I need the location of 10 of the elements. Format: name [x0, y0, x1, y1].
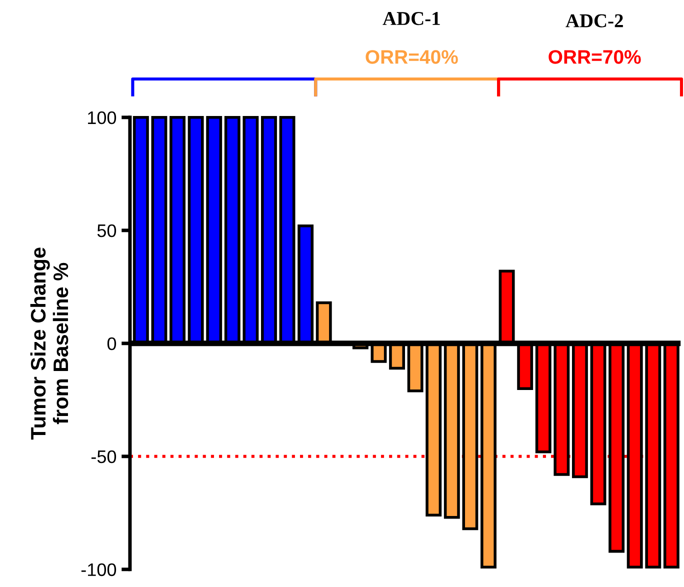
- text: ORR=40%: [366, 50, 458, 64]
- y-tick-label: 100: [88, 111, 116, 124]
- text: ADC-2: [566, 14, 623, 28]
- y-tick-label: 50: [97, 224, 116, 238]
- y-tick-label: -50: [91, 450, 116, 464]
- text: ORR=70%: [548, 50, 641, 64]
- text: ADC-1: [382, 12, 440, 26]
- y-tick-label: 0: [107, 337, 116, 350]
- y-tick-label: -100: [81, 563, 116, 576]
- y-axis-title: Tumor Size Change from Baseline %: [30, 248, 68, 440]
